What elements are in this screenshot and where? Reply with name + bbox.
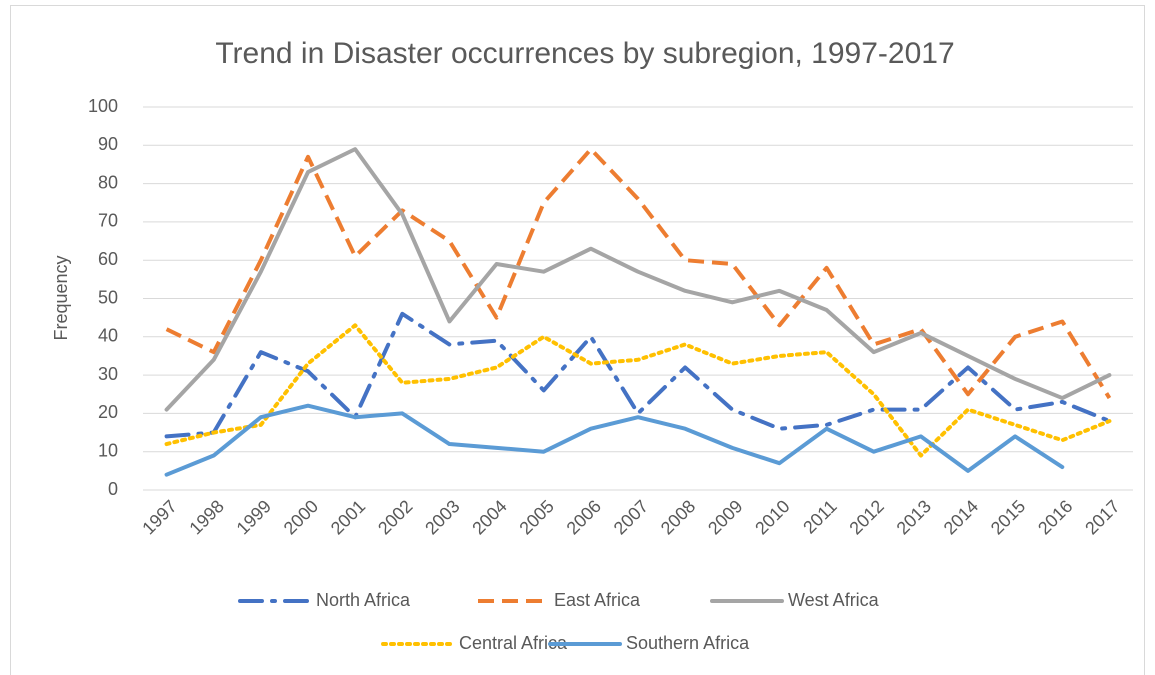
series-line	[164, 311, 1112, 439]
y-tick-label: 100	[88, 96, 118, 116]
y-tick-label: 40	[98, 326, 118, 346]
chart-title: Trend in Disaster occurrences by subregi…	[215, 37, 954, 70]
legend-label: East Africa	[554, 590, 641, 610]
y-tick-label: 80	[98, 172, 118, 192]
series-line	[165, 147, 1112, 400]
series-line	[164, 147, 1112, 412]
chart-border	[10, 5, 1145, 675]
legend-label: North Africa	[316, 590, 411, 610]
y-tick-label: 30	[98, 364, 118, 384]
y-tick-label: 0	[108, 479, 118, 499]
series-line	[164, 403, 1065, 477]
legend-label: Central Africa	[459, 633, 568, 653]
y-tick-label: 50	[98, 287, 118, 307]
y-axis-label: Frequency	[51, 255, 71, 340]
y-tick-label: 70	[98, 211, 118, 231]
legend-label: West Africa	[788, 590, 880, 610]
series-line	[164, 323, 1112, 458]
y-tick-label: 20	[98, 402, 118, 422]
y-tick-label: 10	[98, 440, 118, 460]
y-tick-label: 60	[98, 249, 118, 269]
y-tick-label: 90	[98, 134, 118, 154]
legend-label: Southern Africa	[626, 633, 750, 653]
